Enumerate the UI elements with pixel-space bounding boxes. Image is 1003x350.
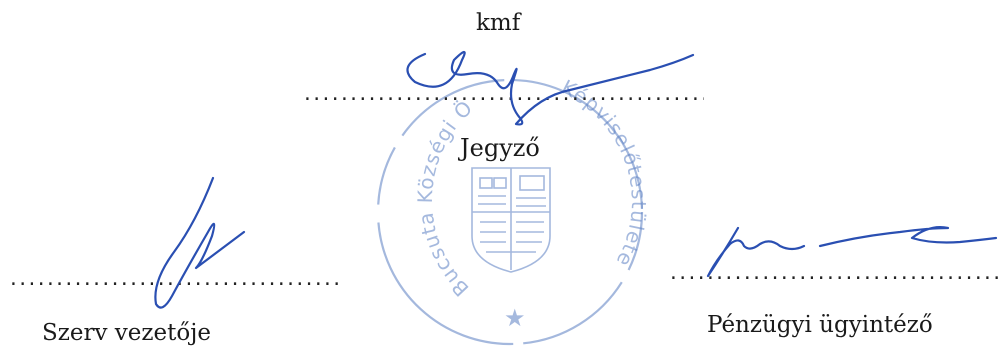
kmf-label: kmf <box>476 10 521 36</box>
coat-of-arms-icon <box>471 167 551 273</box>
finance-title: Pénzügyi ügyintéző <box>707 312 933 338</box>
head-title: Szerv vezetője <box>42 320 211 346</box>
notary-title: Jegyző <box>460 134 540 162</box>
head-signature-line: ........................................… <box>8 271 340 289</box>
notary-signature-line: ........................................… <box>302 86 704 104</box>
star-icon: ★ <box>504 304 526 332</box>
finance-signature-line: ........................................… <box>668 265 1003 283</box>
